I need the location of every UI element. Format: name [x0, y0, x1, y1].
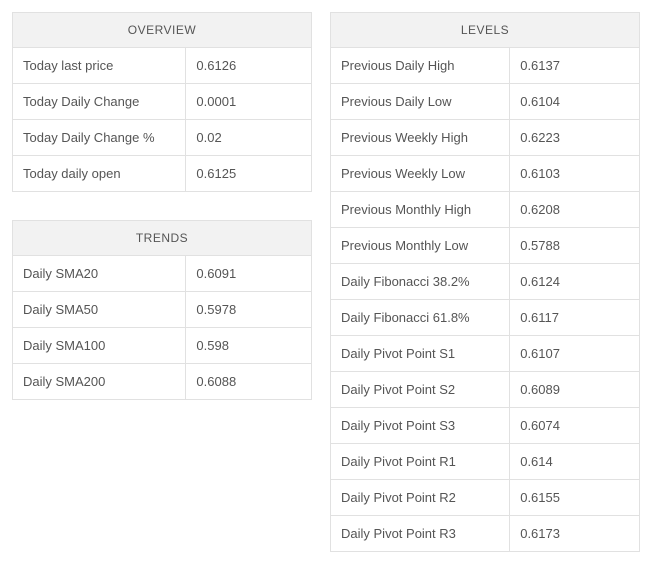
row-label: Daily Pivot Point S3	[331, 408, 510, 444]
row-label: Daily SMA20	[13, 256, 186, 292]
table-row: Previous Monthly High0.6208	[331, 192, 640, 228]
row-label: Daily Pivot Point R1	[331, 444, 510, 480]
table-row: Daily SMA2000.6088	[13, 364, 312, 400]
row-label: Today daily open	[13, 156, 186, 192]
right-column: LEVELS Previous Daily High0.6137Previous…	[330, 12, 640, 552]
table-row: Daily Pivot Point S10.6107	[331, 336, 640, 372]
table-row: Daily Pivot Point S20.6089	[331, 372, 640, 408]
row-label: Previous Daily High	[331, 48, 510, 84]
row-value: 0.6137	[510, 48, 640, 84]
row-value: 0.6104	[510, 84, 640, 120]
row-value: 0.6091	[186, 256, 312, 292]
row-label: Daily Fibonacci 61.8%	[331, 300, 510, 336]
row-label: Daily Pivot Point R3	[331, 516, 510, 552]
table-row: Daily Pivot Point R10.614	[331, 444, 640, 480]
table-row: Previous Monthly Low0.5788	[331, 228, 640, 264]
row-label: Today Daily Change	[13, 84, 186, 120]
levels-table: LEVELS Previous Daily High0.6137Previous…	[330, 12, 640, 552]
data-tables-container: OVERVIEW Today last price0.6126Today Dai…	[12, 12, 645, 552]
row-label: Daily Pivot Point S2	[331, 372, 510, 408]
trends-title: TRENDS	[13, 221, 312, 256]
table-row: Previous Weekly High0.6223	[331, 120, 640, 156]
row-value: 0.6088	[186, 364, 312, 400]
table-row: Daily Fibonacci 61.8%0.6117	[331, 300, 640, 336]
trends-body: Daily SMA200.6091Daily SMA500.5978Daily …	[13, 256, 312, 400]
row-value: 0.6223	[510, 120, 640, 156]
row-value: 0.02	[186, 120, 312, 156]
row-label: Today Daily Change %	[13, 120, 186, 156]
table-row: Daily Pivot Point S30.6074	[331, 408, 640, 444]
table-row: Daily Fibonacci 38.2%0.6124	[331, 264, 640, 300]
row-label: Daily Pivot Point S1	[331, 336, 510, 372]
row-value: 0.6107	[510, 336, 640, 372]
table-row: Today Daily Change0.0001	[13, 84, 312, 120]
row-value: 0.0001	[186, 84, 312, 120]
left-column: OVERVIEW Today last price0.6126Today Dai…	[12, 12, 312, 400]
row-label: Previous Monthly High	[331, 192, 510, 228]
overview-table: OVERVIEW Today last price0.6126Today Dai…	[12, 12, 312, 192]
levels-title: LEVELS	[331, 13, 640, 48]
row-label: Previous Daily Low	[331, 84, 510, 120]
row-label: Today last price	[13, 48, 186, 84]
table-row: Daily SMA500.5978	[13, 292, 312, 328]
table-row: Previous Daily Low0.6104	[331, 84, 640, 120]
row-label: Daily Fibonacci 38.2%	[331, 264, 510, 300]
levels-body: Previous Daily High0.6137Previous Daily …	[331, 48, 640, 552]
table-row: Daily Pivot Point R30.6173	[331, 516, 640, 552]
row-value: 0.6103	[510, 156, 640, 192]
row-label: Daily SMA200	[13, 364, 186, 400]
row-label: Daily SMA100	[13, 328, 186, 364]
row-value: 0.598	[186, 328, 312, 364]
row-value: 0.6074	[510, 408, 640, 444]
row-value: 0.6117	[510, 300, 640, 336]
row-value: 0.6155	[510, 480, 640, 516]
row-label: Previous Weekly High	[331, 120, 510, 156]
table-row: Daily Pivot Point R20.6155	[331, 480, 640, 516]
row-value: 0.5978	[186, 292, 312, 328]
row-value: 0.6124	[510, 264, 640, 300]
table-row: Daily SMA200.6091	[13, 256, 312, 292]
trends-table: TRENDS Daily SMA200.6091Daily SMA500.597…	[12, 220, 312, 400]
row-label: Previous Monthly Low	[331, 228, 510, 264]
row-value: 0.6089	[510, 372, 640, 408]
row-label: Daily Pivot Point R2	[331, 480, 510, 516]
table-row: Today daily open0.6125	[13, 156, 312, 192]
table-row: Previous Weekly Low0.6103	[331, 156, 640, 192]
table-row: Previous Daily High0.6137	[331, 48, 640, 84]
overview-title: OVERVIEW	[13, 13, 312, 48]
row-value: 0.6173	[510, 516, 640, 552]
row-value: 0.6126	[186, 48, 312, 84]
table-row: Daily SMA1000.598	[13, 328, 312, 364]
row-value: 0.6125	[186, 156, 312, 192]
overview-body: Today last price0.6126Today Daily Change…	[13, 48, 312, 192]
row-value: 0.614	[510, 444, 640, 480]
row-value: 0.6208	[510, 192, 640, 228]
table-row: Today last price0.6126	[13, 48, 312, 84]
table-row: Today Daily Change %0.02	[13, 120, 312, 156]
row-value: 0.5788	[510, 228, 640, 264]
row-label: Previous Weekly Low	[331, 156, 510, 192]
row-label: Daily SMA50	[13, 292, 186, 328]
